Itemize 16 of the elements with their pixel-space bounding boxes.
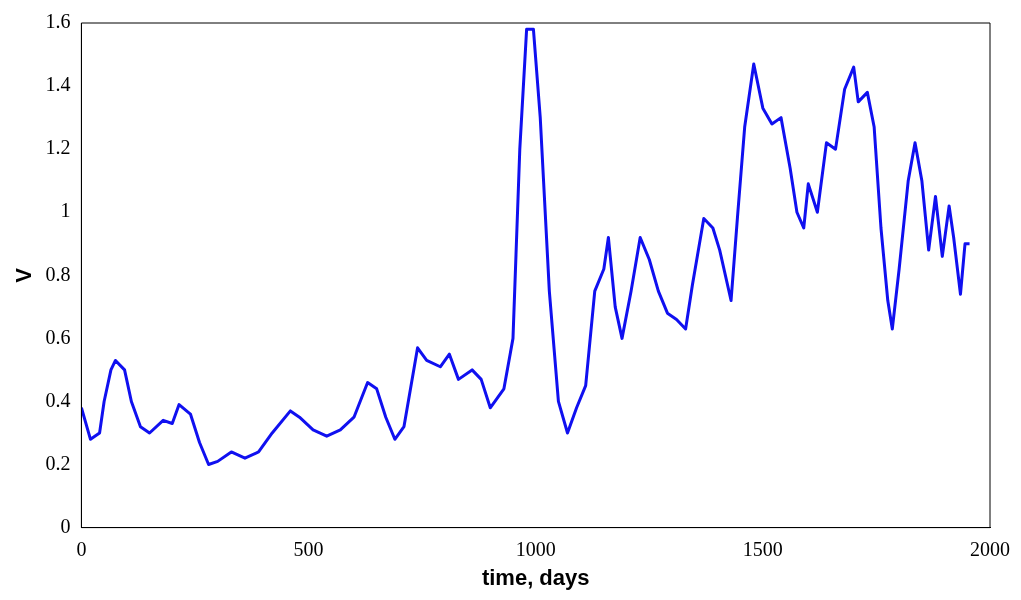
y-tick-label: 0.4: [45, 388, 71, 411]
y-tick-label: 0.8: [45, 262, 71, 285]
x-tick-label: 500: [293, 537, 324, 560]
y-axis-title: V: [11, 267, 37, 283]
x-tick-label: 1000: [515, 537, 556, 560]
y-tick-label: 1.4: [45, 73, 71, 96]
y-tick-label: 1.6: [45, 10, 71, 33]
y-tick-label: 1: [60, 199, 71, 222]
y-tick-label: 1.2: [45, 136, 71, 159]
y-tick-label: 0.2: [45, 451, 71, 474]
x-axis-title: time, days: [481, 564, 590, 590]
y-tick-label: 0.6: [45, 325, 71, 348]
x-tick-label: 0: [76, 537, 87, 560]
y-tick-label: 0: [60, 514, 71, 537]
x-tick-label: 2000: [970, 537, 1010, 560]
x-tick-label: 1500: [742, 537, 783, 560]
